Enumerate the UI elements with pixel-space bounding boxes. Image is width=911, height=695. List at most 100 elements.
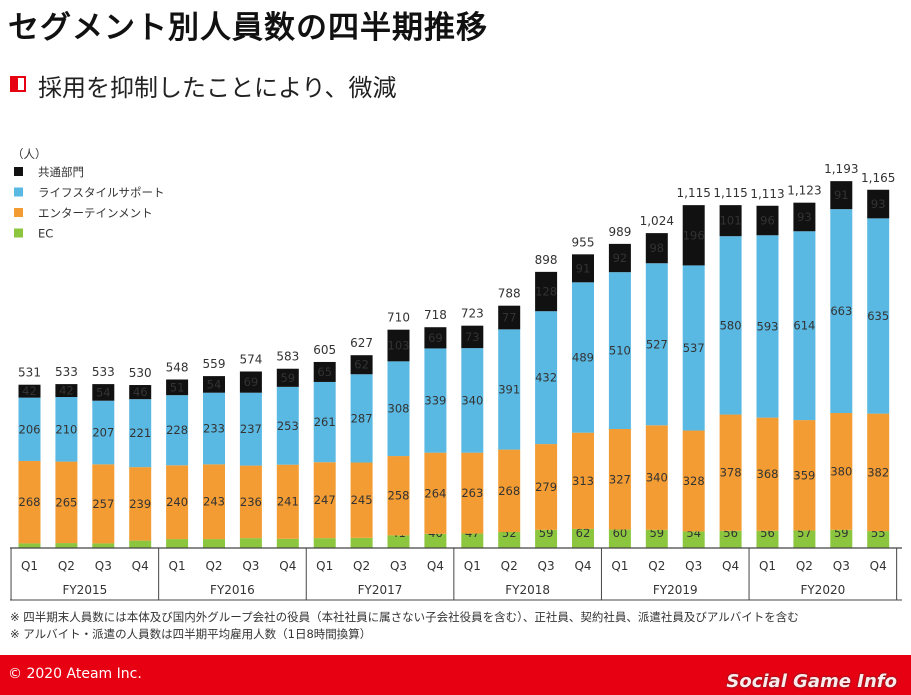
bar-segment-2-11 [387,456,410,536]
segment-label-2-2: 265 [55,495,77,509]
segment-label-3-20: 580 [720,318,742,332]
x-tick-label-17: Q1 [611,559,628,573]
segment-label-3-16: 489 [572,351,594,365]
legend-label-1: 共通部門 [38,165,84,179]
bar-segment-3-13 [461,348,484,453]
total-label-19: 1,115 [677,186,711,200]
segment-label-3-8: 253 [277,419,299,433]
bar-segment-1-5 [166,539,189,548]
segment-label-4-5: 51 [170,380,185,394]
x-tick-label-2: Q2 [58,559,75,573]
bar-segment-3-15 [535,311,558,445]
bar-segment-1-8 [276,538,299,548]
segment-label-4-12: 69 [428,331,443,345]
total-label-12: 718 [424,308,447,322]
segment-label-4-3: 54 [96,385,111,399]
segment-label-4-14: 77 [502,311,517,325]
total-label-4: 530 [129,366,152,380]
bar-segment-4-24 [867,189,890,219]
bar-segment-2-12 [424,452,447,534]
bar-segment-4-2 [55,384,78,398]
total-label-5: 548 [166,360,189,374]
x-tick-label-5: Q1 [169,559,186,573]
x-tick-label-14: Q2 [501,559,518,573]
segment-label-4-6: 54 [207,377,222,391]
total-label-3: 533 [92,365,115,379]
segment-label-4-7: 69 [244,375,259,389]
segment-label-4-15: 128 [535,285,557,299]
bar-segment-1-7 [239,538,262,548]
segment-label-2-15: 279 [535,480,557,494]
segment-label-3-12: 339 [424,394,446,408]
segment-label-4-17: 92 [613,251,628,265]
x-tick-label-23: Q3 [833,559,850,573]
segment-label-2-1: 268 [19,495,41,509]
bar-segment-4-21 [756,205,779,236]
total-label-16: 955 [572,235,595,249]
bar-segment-4-20 [719,205,742,237]
x-tick-label-4: Q4 [132,559,149,573]
segment-label-2-13: 263 [461,486,483,500]
bar-segment-3-8 [276,386,299,465]
bar-segment-1-20 [719,530,742,548]
bar-segment-1-14 [498,532,521,548]
segment-label-2-11: 258 [388,489,410,503]
group-label-1: FY2015 [62,583,107,597]
bar-segment-4-11 [387,329,410,362]
x-tick-label-1: Q1 [21,559,38,573]
page-title: セグメント別人員数の四半期推移 [8,10,488,46]
bar-segment-1-17 [608,529,631,548]
x-tick-label-7: Q3 [242,559,259,573]
segment-label-2-4: 239 [129,497,151,511]
bar-segment-1-13 [461,533,484,548]
bar-segment-4-17 [608,243,631,273]
bar-segment-2-17 [608,428,631,530]
bar-segment-3-3 [92,400,115,465]
bar-segment-3-23 [830,209,853,414]
segment-label-1-16: 62 [576,526,591,540]
segment-label-3-4: 221 [129,426,151,440]
legend-swatch-4 [14,228,23,238]
x-tick-label-8: Q4 [279,559,296,573]
total-label-13: 723 [461,307,484,321]
bar-segment-4-8 [276,368,299,387]
bar-segment-2-15 [535,444,558,530]
bar-segment-2-18 [645,425,668,530]
total-label-20: 1,115 [713,186,747,200]
bar-segment-1-2 [55,543,78,548]
bar-segment-3-5 [166,395,189,466]
segment-label-3-5: 228 [166,423,188,437]
total-label-10: 627 [350,336,373,350]
bar-segment-4-13 [461,325,484,349]
bar-segment-4-15 [535,271,558,312]
group-label-3: FY2017 [358,583,403,597]
bar-segment-2-20 [719,414,742,531]
bar-segment-2-8 [276,464,299,539]
bar-segment-4-22 [793,202,816,232]
legend-swatch-3 [14,208,23,217]
segment-label-4-22: 93 [797,210,812,224]
segment-label-4-9: 65 [317,365,332,379]
x-tick-label-18: Q2 [648,559,665,573]
segment-label-2-3: 257 [92,497,114,511]
x-tick-label-9: Q1 [316,559,333,573]
bar-segment-2-22 [793,420,816,531]
total-label-21: 1,113 [750,187,784,201]
segment-label-2-24: 382 [867,465,889,479]
y-unit-label: （人） [12,147,47,161]
segment-label-2-23: 380 [830,464,852,478]
segment-label-2-12: 264 [424,486,446,500]
segment-label-2-14: 268 [498,484,520,498]
bar-segment-4-16 [572,254,594,283]
bar-segment-1-6 [203,539,225,548]
bar-segment-2-3 [92,464,115,544]
total-label-22: 1,123 [787,184,821,198]
segment-label-2-10: 245 [351,493,373,507]
total-label-6: 559 [203,357,226,371]
copyright: © 2020 Ateam Inc. [8,666,142,682]
segment-label-4-19: 196 [683,228,705,242]
segment-label-3-23: 663 [830,304,852,318]
x-tick-label-15: Q3 [538,559,555,573]
segment-label-4-13: 73 [465,330,480,344]
bar-segment-4-10 [350,355,373,375]
